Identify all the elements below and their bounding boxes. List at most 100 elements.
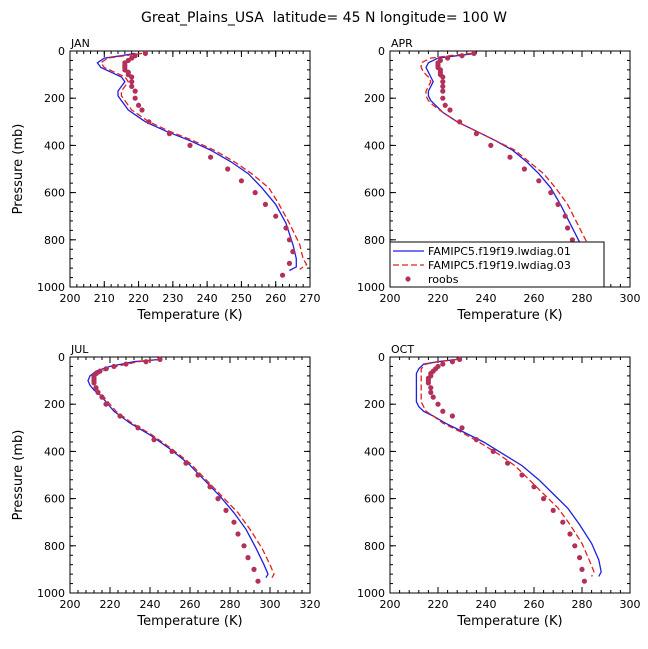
panel-apr: 200 220 240 260 280 300 0 200 400 600 800 1000 Tempe… xyxy=(357,37,641,323)
series-line-famipc5-f19f19-lwdiag-03 xyxy=(420,358,595,577)
x-tick-label: 270 xyxy=(300,292,321,305)
obs-point xyxy=(577,555,583,561)
obs-point xyxy=(435,401,441,407)
obs-point xyxy=(215,496,221,502)
obs-point xyxy=(550,507,556,513)
y-tick-label: 800 xyxy=(44,234,65,247)
obs-point xyxy=(471,50,477,56)
obs-point xyxy=(135,102,142,108)
panel-label: JAN xyxy=(70,37,90,50)
plot-frame xyxy=(69,50,311,288)
x-axis-label: Temperature (K) xyxy=(136,308,242,323)
obs-point xyxy=(569,237,576,243)
obs-point xyxy=(473,131,479,137)
obs-point xyxy=(428,389,434,395)
y-tick-label: 200 xyxy=(44,92,65,105)
y-tick-label: 400 xyxy=(364,139,385,152)
x-tick-label: 260 xyxy=(180,598,201,611)
x-tick-label: 220 xyxy=(428,598,449,611)
x-tick-label: 280 xyxy=(572,598,593,611)
x-tick-label: 220 xyxy=(128,292,149,305)
obs-point xyxy=(95,389,101,395)
series-line-famipc5-f19f19-lwdiag-03 xyxy=(93,358,275,579)
obs-point xyxy=(245,555,251,561)
obs-point xyxy=(187,142,193,148)
obs-point xyxy=(560,519,566,525)
obs-point xyxy=(440,83,446,89)
series-line-famipc5-f19f19-lwdiag-01 xyxy=(96,52,297,272)
obs-point xyxy=(572,543,578,549)
obs-point xyxy=(195,472,201,478)
obs-point xyxy=(521,166,528,172)
obs-point xyxy=(183,460,189,466)
obs-point xyxy=(225,166,231,172)
y-tick-label: 200 xyxy=(44,398,65,411)
x-tick-label: 200 xyxy=(380,598,401,611)
obs-point xyxy=(536,178,542,184)
obs-point xyxy=(555,201,561,207)
series-line-famipc5-f19f19-lwdiag-03 xyxy=(420,52,598,264)
obs-point xyxy=(151,437,157,443)
obs-point xyxy=(146,119,152,125)
y-tick-label: 0 xyxy=(58,351,65,364)
x-tick-label: 210 xyxy=(94,292,115,305)
obs-point xyxy=(129,83,135,89)
y-tick-label: 800 xyxy=(364,540,385,553)
obs-point xyxy=(166,131,173,137)
plot-frame xyxy=(389,356,631,594)
obs-point xyxy=(440,74,446,80)
y-tick-label: 1000 xyxy=(37,281,65,294)
y-tick-label: 400 xyxy=(364,445,385,458)
obs-point xyxy=(279,272,286,278)
obs-point xyxy=(111,363,117,370)
obs-point xyxy=(430,394,436,400)
y-axis-label: Pressure (mb) xyxy=(11,430,26,521)
obs-point xyxy=(283,225,289,231)
obs-point xyxy=(519,472,525,478)
x-tick-label: 240 xyxy=(476,292,497,305)
obs-point xyxy=(97,368,103,374)
y-tick-label: 600 xyxy=(364,187,385,200)
x-tick-label: 280 xyxy=(220,598,241,611)
obs-point xyxy=(565,225,571,231)
obs-point xyxy=(262,201,269,207)
y-tick-label: 400 xyxy=(44,139,65,152)
obs-point xyxy=(488,142,494,148)
obs-point xyxy=(231,519,237,525)
y-tick-label: 200 xyxy=(364,398,385,411)
x-tick-label: 240 xyxy=(197,292,218,305)
x-tick-label: 220 xyxy=(100,598,121,611)
y-tick-label: 600 xyxy=(44,187,65,200)
obs-point xyxy=(562,213,568,219)
obs-point xyxy=(132,95,138,101)
series-line-famipc5-f19f19-lwdiag-03 xyxy=(99,52,308,270)
obs-point xyxy=(129,79,135,85)
obs-point xyxy=(473,437,479,443)
obs-point xyxy=(531,484,537,490)
obs-point xyxy=(541,496,547,502)
obs-point xyxy=(169,448,175,454)
obs-point xyxy=(440,95,446,101)
y-tick-label: 200 xyxy=(364,92,385,105)
x-tick-label: 300 xyxy=(620,292,641,305)
obs-point xyxy=(238,178,245,184)
obs-point xyxy=(132,88,138,94)
y-tick-label: 600 xyxy=(364,493,385,506)
x-tick-label: 280 xyxy=(572,292,593,305)
panel-label: JUL xyxy=(70,343,89,356)
obs-point xyxy=(567,531,573,537)
obs-point xyxy=(490,448,496,454)
obs-point xyxy=(135,425,141,431)
y-tick-label: 800 xyxy=(44,540,65,553)
obs-point xyxy=(440,408,446,414)
x-tick-label: 220 xyxy=(428,292,449,305)
y-tick-label: 1000 xyxy=(357,587,385,600)
panel-oct: 200 220 240 260 280 300 0 200 400 600 800 1000 Tempe… xyxy=(357,343,641,629)
obs-point xyxy=(117,413,123,419)
figure-title: Great_Plains_USA latitude= 45 N longitud… xyxy=(141,10,507,26)
obs-point xyxy=(442,102,448,108)
obs-point xyxy=(142,50,149,56)
obs-point xyxy=(273,213,279,219)
obs-point xyxy=(286,237,293,243)
